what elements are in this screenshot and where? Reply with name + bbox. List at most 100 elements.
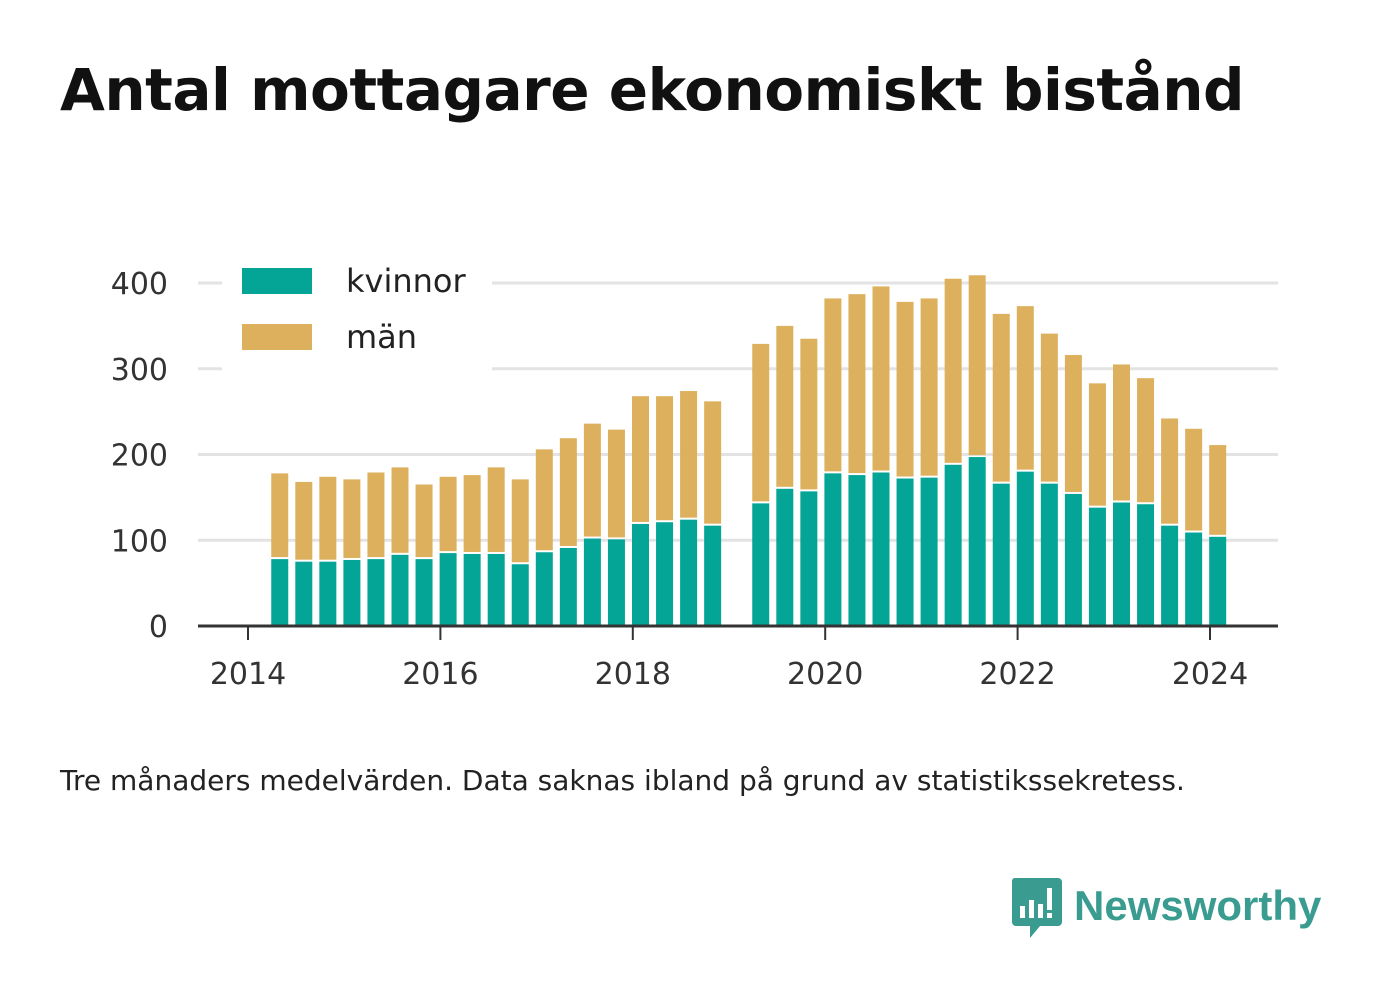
brand-name: Newsworthy <box>1074 882 1322 929</box>
bar-kvinnor-23 <box>848 475 866 626</box>
bar-kvinnor-1 <box>295 561 313 626</box>
y-tick-label-300: 300 <box>111 353 168 388</box>
bar-män-32 <box>1064 355 1082 492</box>
bar-män-35 <box>1137 378 1155 503</box>
bar-män-21 <box>800 338 818 490</box>
bar-män-16 <box>656 396 674 521</box>
bar-kvinnor-24 <box>872 472 890 626</box>
bar-kvinnor-16 <box>656 522 674 626</box>
x-tick-label-2020: 2020 <box>787 657 863 692</box>
bar-kvinnor-22 <box>824 473 842 626</box>
bar-män-38 <box>1209 445 1227 535</box>
bar-kvinnor-19 <box>752 503 770 626</box>
bar-kvinnor-29 <box>992 483 1010 626</box>
bar-kvinnor-11 <box>535 552 553 626</box>
bar-chart: 2014 2016 2018 2020 2022 2024 0 100 200 300 400 kv… <box>110 254 1278 692</box>
y-tick-label-100: 100 <box>111 524 168 559</box>
y-tick-label-200: 200 <box>111 439 168 474</box>
bar-män-3 <box>343 479 361 558</box>
bar-kvinnor-34 <box>1112 502 1130 626</box>
bar-kvinnor-18 <box>704 525 722 626</box>
y-tick-label-0: 0 <box>149 610 168 645</box>
bar-kvinnor-33 <box>1088 507 1106 626</box>
bar-kvinnor-10 <box>511 564 529 626</box>
legend-label-kvinnor: kvinnor <box>346 262 467 300</box>
bar-män-10 <box>511 479 529 563</box>
legend-swatch-kvinnor <box>242 268 312 294</box>
bar-kvinnor-25 <box>896 478 914 626</box>
brand-logo: Newsworthy <box>1010 876 1321 946</box>
bar-kvinnor-21 <box>800 491 818 626</box>
bar-män-27 <box>944 278 962 463</box>
bar-chart-speech-bubble-icon <box>1011 878 1062 938</box>
bar-män-19 <box>752 343 770 502</box>
bar-män-36 <box>1161 418 1179 524</box>
x-tick-label-2024: 2024 <box>1172 657 1248 692</box>
bar-kvinnor-35 <box>1137 504 1155 626</box>
bar-män-0 <box>271 473 289 558</box>
bar-kvinnor-5 <box>391 554 409 626</box>
bar-män-23 <box>848 294 866 474</box>
bar-kvinnor-28 <box>968 457 986 626</box>
bar-kvinnor-8 <box>463 553 481 626</box>
bar-kvinnor-30 <box>1016 471 1034 626</box>
bar-män-7 <box>439 476 457 552</box>
legend-swatch-män <box>242 324 312 350</box>
bar-kvinnor-7 <box>439 553 457 626</box>
bar-män-17 <box>680 391 698 518</box>
bar-män-8 <box>463 475 481 552</box>
legend: kvinnor män <box>222 254 492 372</box>
bar-män-5 <box>391 467 409 553</box>
bar-kvinnor-13 <box>583 538 601 626</box>
x-tick-label-2014: 2014 <box>210 657 286 692</box>
x-tick-label-2022: 2022 <box>979 657 1055 692</box>
chart-title: Antal mottagare ekonomiskt bistånd <box>60 56 1245 124</box>
bar-män-1 <box>295 481 313 560</box>
bar-män-11 <box>535 449 553 551</box>
bars <box>271 275 1227 626</box>
bar-män-4 <box>367 472 385 558</box>
bar-män-12 <box>559 438 577 546</box>
bar-män-37 <box>1185 428 1203 531</box>
bar-män-15 <box>631 396 649 522</box>
bar-kvinnor-36 <box>1161 525 1179 626</box>
bar-kvinnor-4 <box>367 559 385 626</box>
bar-kvinnor-9 <box>487 553 505 626</box>
axes: 2014 2016 2018 2020 2022 2024 0 100 200 300 400 <box>111 267 1278 692</box>
bar-män-28 <box>968 275 986 456</box>
bar-män-22 <box>824 298 842 472</box>
bar-män-34 <box>1112 364 1130 501</box>
bar-män-20 <box>776 325 794 487</box>
bar-kvinnor-14 <box>607 539 625 626</box>
bar-män-33 <box>1088 383 1106 506</box>
footnote: Tre månaders medelvärden. Data saknas ib… <box>60 764 1185 797</box>
bar-män-25 <box>896 301 914 477</box>
bar-kvinnor-2 <box>319 561 337 626</box>
bar-män-30 <box>1016 306 1034 470</box>
bar-män-18 <box>704 401 722 524</box>
bar-män-9 <box>487 467 505 552</box>
legend-label-män: män <box>346 318 417 356</box>
bar-män-2 <box>319 476 337 560</box>
x-tick-label-2016: 2016 <box>402 657 478 692</box>
bar-kvinnor-6 <box>415 559 433 626</box>
bar-män-24 <box>872 286 890 471</box>
bar-män-14 <box>607 429 625 538</box>
y-tick-label-400: 400 <box>111 267 168 302</box>
bar-kvinnor-12 <box>559 547 577 626</box>
bar-kvinnor-32 <box>1064 493 1082 626</box>
bar-kvinnor-20 <box>776 488 794 626</box>
x-tick-label-2018: 2018 <box>595 657 671 692</box>
bar-kvinnor-26 <box>920 477 938 626</box>
bar-kvinnor-38 <box>1209 536 1227 626</box>
bar-kvinnor-15 <box>631 523 649 626</box>
bar-kvinnor-27 <box>944 464 962 626</box>
bar-män-31 <box>1040 333 1058 482</box>
bar-män-29 <box>992 313 1010 482</box>
bar-män-13 <box>583 423 601 537</box>
bar-kvinnor-37 <box>1185 532 1203 626</box>
bar-kvinnor-0 <box>271 559 289 626</box>
bar-män-6 <box>415 484 433 558</box>
bar-kvinnor-17 <box>680 519 698 626</box>
bar-kvinnor-31 <box>1040 483 1058 626</box>
